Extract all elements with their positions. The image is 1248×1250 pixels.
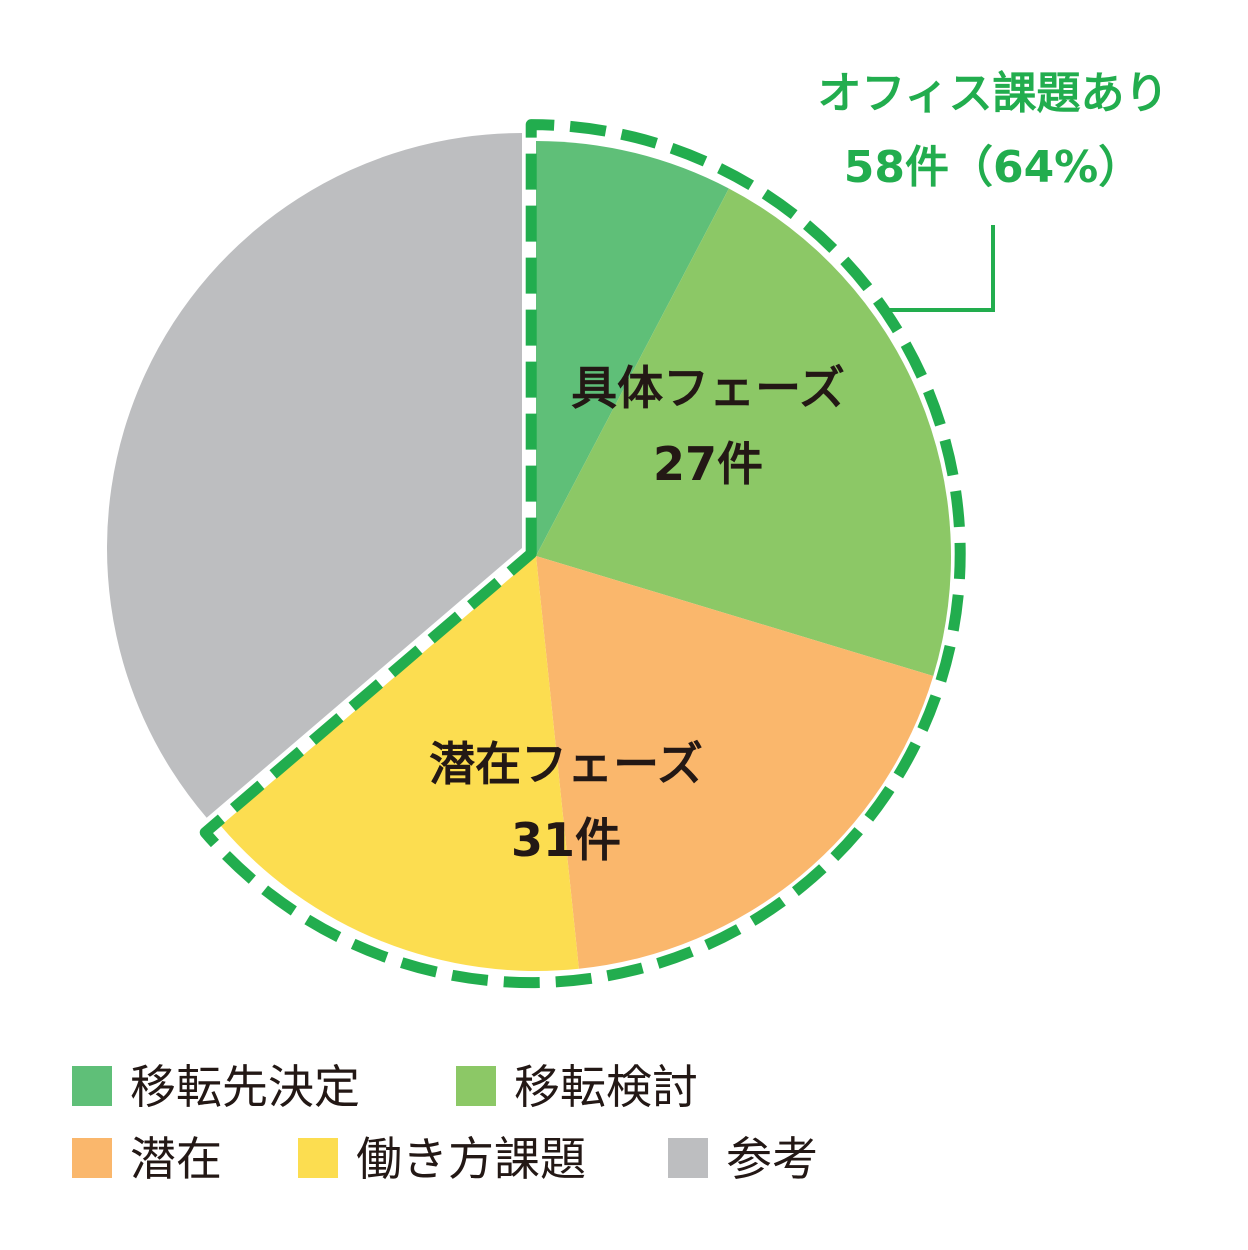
legend-swatch-latent xyxy=(72,1138,112,1178)
pie-slice-reference xyxy=(106,133,523,818)
latent-phase-count: 31件 xyxy=(511,813,621,867)
legend-label-latent: 潜在 xyxy=(130,1132,222,1186)
legend-swatch-relocation-decided xyxy=(72,1066,112,1106)
legend: 移転先決定 移転検討 潜在 働き方課題 参考 xyxy=(72,1060,818,1186)
latent-phase-label: 潜在フェーズ xyxy=(429,737,703,791)
concrete-phase-label: 具体フェーズ xyxy=(571,361,845,415)
pie-slice-relocation-decided xyxy=(536,141,729,556)
callout-title: オフィス課題あり xyxy=(817,68,1168,119)
pie-slice-workstyle-issue xyxy=(220,556,579,972)
callout-count: 58件（64%） xyxy=(844,142,1143,193)
concrete-phase-count: 27件 xyxy=(653,437,763,491)
legend-label-relocation-decided: 移転先決定 xyxy=(130,1060,360,1114)
legend-swatch-reference xyxy=(668,1138,708,1178)
highlight-outline xyxy=(199,119,966,989)
pie-slice-relocation-considering xyxy=(536,188,951,677)
legend-label-relocation-considering: 移転検討 xyxy=(514,1060,698,1114)
pie-slice-latent xyxy=(536,556,934,969)
pie-slices xyxy=(106,133,951,972)
callout-leader-line xyxy=(880,225,995,312)
legend-swatch-workstyle-issue xyxy=(298,1138,338,1178)
legend-label-workstyle-issue: 働き方課題 xyxy=(356,1132,586,1186)
legend-label-reference: 参考 xyxy=(726,1132,818,1186)
legend-swatch-relocation-considering xyxy=(456,1066,496,1106)
